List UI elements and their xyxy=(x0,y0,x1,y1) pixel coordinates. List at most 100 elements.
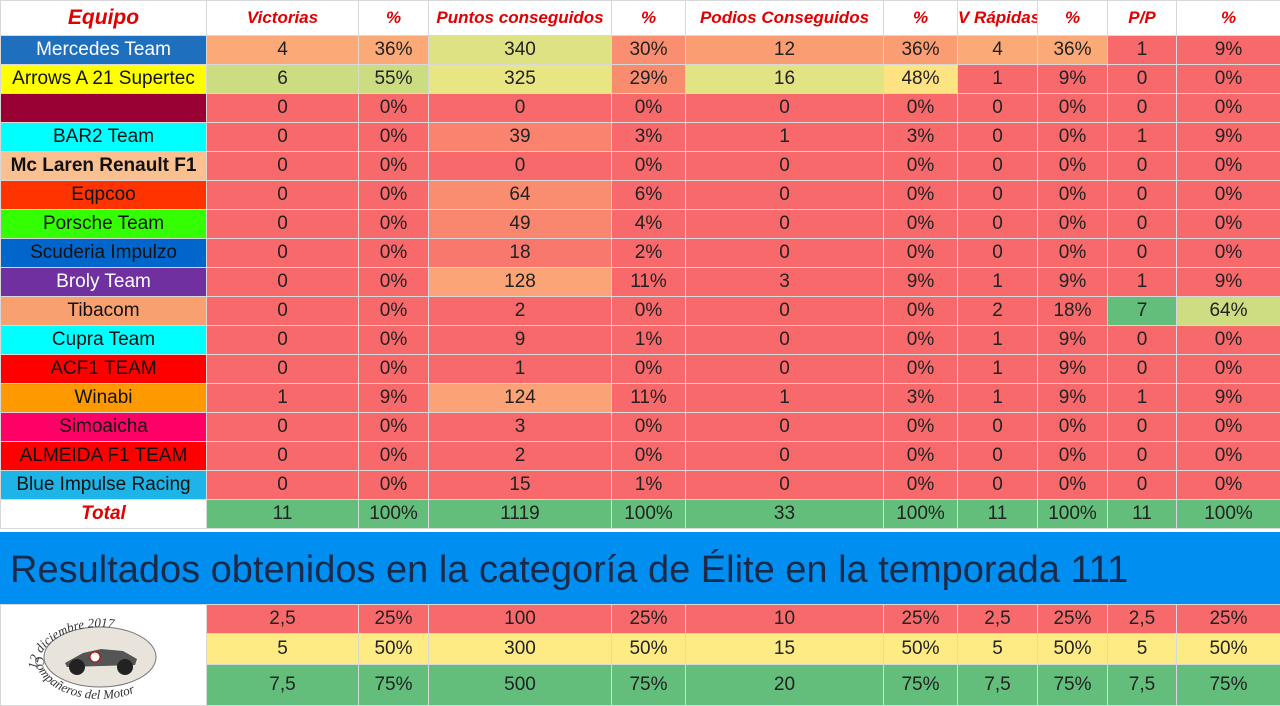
value-cell: 325 xyxy=(429,65,612,94)
value-cell: 0% xyxy=(612,355,686,384)
threshold-cell: 25% xyxy=(1177,605,1280,634)
value-cell: 0% xyxy=(1177,65,1280,94)
team-name-cell: Tibacom xyxy=(1,297,207,326)
threshold-cell: 20 xyxy=(686,665,884,706)
value-cell: 0% xyxy=(359,210,429,239)
value-cell: 0 xyxy=(207,355,359,384)
threshold-cell: 7,5 xyxy=(207,665,359,706)
threshold-cell: 75% xyxy=(612,665,686,706)
value-cell: 0% xyxy=(359,442,429,471)
header-cell: V Rápidas xyxy=(958,1,1038,36)
value-cell: 0 xyxy=(1108,326,1177,355)
total-cell: 100% xyxy=(1177,500,1280,529)
total-label: Total xyxy=(1,500,207,529)
value-cell: 1 xyxy=(686,384,884,413)
value-cell: 0% xyxy=(1038,94,1108,123)
value-cell: 0% xyxy=(1177,239,1280,268)
value-cell: 0 xyxy=(207,297,359,326)
value-cell: 11% xyxy=(612,268,686,297)
value-cell: 0 xyxy=(686,94,884,123)
total-cell: 11 xyxy=(958,500,1038,529)
value-cell: 0 xyxy=(958,442,1038,471)
team-name-cell xyxy=(1,94,207,123)
value-cell: 128 xyxy=(429,268,612,297)
team-name-cell: BAR2 Team xyxy=(1,123,207,152)
total-cell: 100% xyxy=(1038,500,1108,529)
header-cell: % xyxy=(612,1,686,36)
value-cell: 0 xyxy=(207,268,359,297)
total-cell: 100% xyxy=(884,500,958,529)
value-cell: 0% xyxy=(884,210,958,239)
value-cell: 16 xyxy=(686,65,884,94)
value-cell: 0% xyxy=(884,181,958,210)
team-name-cell: ACF1 TEAM xyxy=(1,355,207,384)
value-cell: 0% xyxy=(359,297,429,326)
value-cell: 0% xyxy=(1038,442,1108,471)
value-cell: 0% xyxy=(1177,94,1280,123)
value-cell: 4% xyxy=(612,210,686,239)
value-cell: 1 xyxy=(1108,384,1177,413)
value-cell: 0 xyxy=(207,210,359,239)
value-cell: 0 xyxy=(1108,239,1177,268)
value-cell: 0% xyxy=(884,355,958,384)
value-cell: 9% xyxy=(1038,326,1108,355)
team-name-cell: Arrows A 21 Supertec xyxy=(1,65,207,94)
header-cell: Victorias xyxy=(207,1,359,36)
value-cell: 0% xyxy=(359,413,429,442)
value-cell: 0% xyxy=(359,355,429,384)
value-cell: 0% xyxy=(359,239,429,268)
value-cell: 9% xyxy=(1177,123,1280,152)
value-cell: 36% xyxy=(884,36,958,65)
value-cell: 0% xyxy=(1177,152,1280,181)
value-cell: 12 xyxy=(686,36,884,65)
value-cell: 2% xyxy=(612,239,686,268)
threshold-cell: 25% xyxy=(359,605,429,634)
value-cell: 0 xyxy=(686,471,884,500)
value-cell: 0 xyxy=(958,152,1038,181)
value-cell: 1 xyxy=(958,268,1038,297)
value-cell: 9% xyxy=(884,268,958,297)
value-cell: 0 xyxy=(1108,413,1177,442)
value-cell: 340 xyxy=(429,36,612,65)
header-cell: Equipo xyxy=(1,1,207,36)
value-cell: 3 xyxy=(686,268,884,297)
value-cell: 0 xyxy=(686,355,884,384)
value-cell: 36% xyxy=(359,36,429,65)
value-cell: 0 xyxy=(429,94,612,123)
value-cell: 0 xyxy=(1108,181,1177,210)
value-cell: 0% xyxy=(1177,210,1280,239)
value-cell: 0 xyxy=(207,152,359,181)
team-name-cell: Simoaicha xyxy=(1,413,207,442)
value-cell: 0% xyxy=(612,94,686,123)
value-cell: 0% xyxy=(359,94,429,123)
threshold-cell: 2,5 xyxy=(1108,605,1177,634)
value-cell: 18 xyxy=(429,239,612,268)
value-cell: 7 xyxy=(1108,297,1177,326)
threshold-cell: 25% xyxy=(884,605,958,634)
header-cell: % xyxy=(359,1,429,36)
value-cell: 0 xyxy=(686,297,884,326)
value-cell: 0 xyxy=(1108,210,1177,239)
value-cell: 3% xyxy=(884,384,958,413)
value-cell: 1 xyxy=(207,384,359,413)
value-cell: 0% xyxy=(1177,326,1280,355)
threshold-cell: 50% xyxy=(1177,634,1280,665)
value-cell: 18% xyxy=(1038,297,1108,326)
value-cell: 0 xyxy=(1108,355,1177,384)
header-cell: P/P xyxy=(1108,1,1177,36)
total-cell: 100% xyxy=(612,500,686,529)
value-cell: 9 xyxy=(429,326,612,355)
threshold-cell: 5 xyxy=(207,634,359,665)
value-cell: 124 xyxy=(429,384,612,413)
